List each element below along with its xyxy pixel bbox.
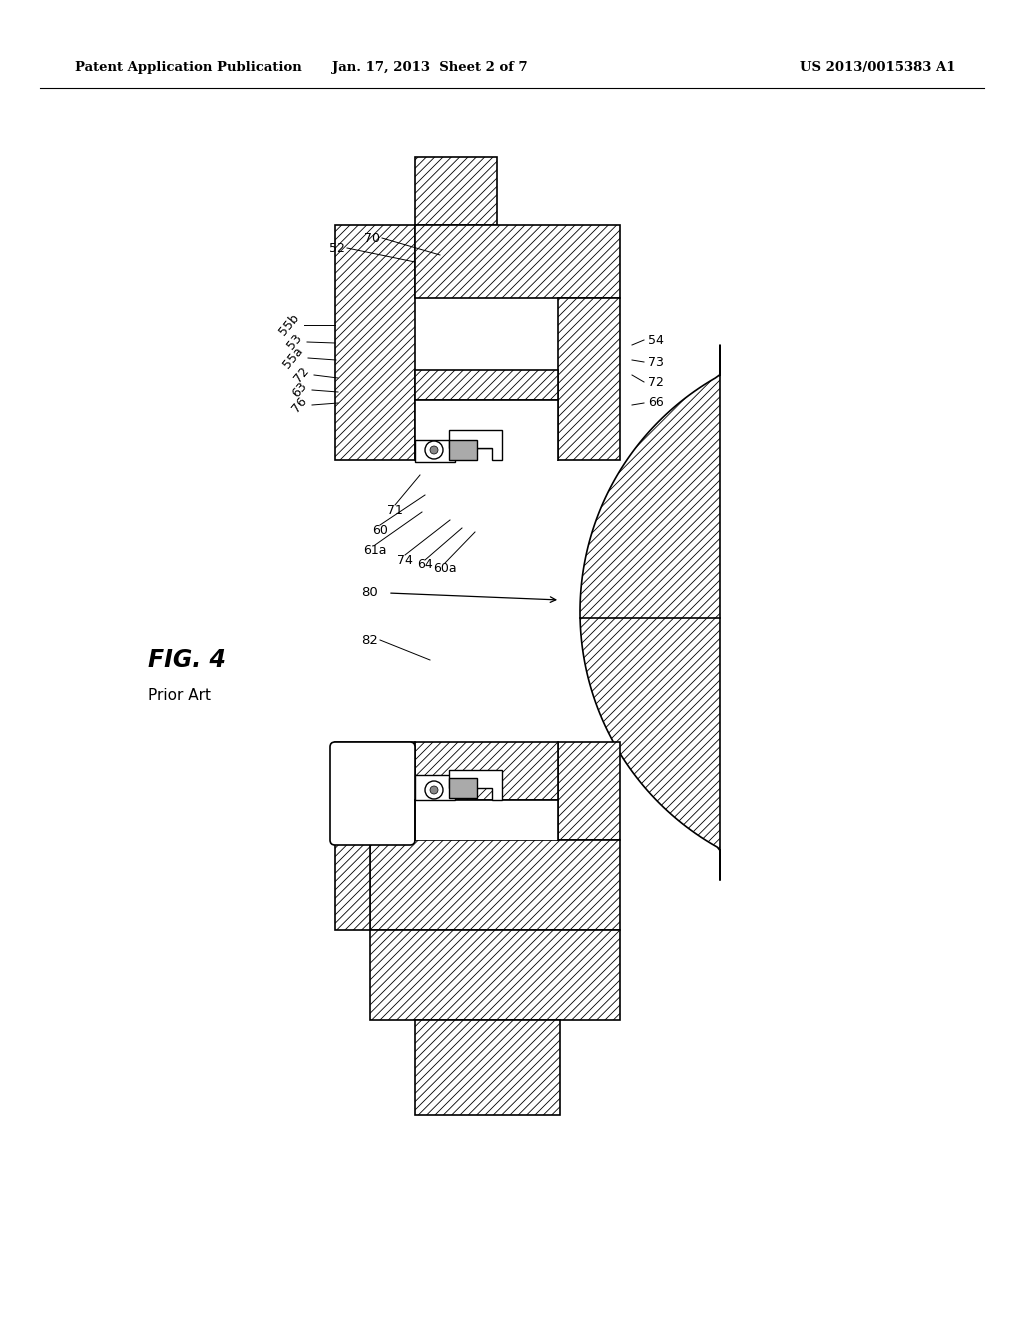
Polygon shape xyxy=(558,742,620,840)
Polygon shape xyxy=(370,840,620,931)
Polygon shape xyxy=(415,1020,560,1115)
Text: Jan. 17, 2013  Sheet 2 of 7: Jan. 17, 2013 Sheet 2 of 7 xyxy=(332,62,527,74)
Polygon shape xyxy=(558,298,620,459)
Text: 54: 54 xyxy=(648,334,664,346)
Polygon shape xyxy=(415,370,558,400)
Text: 72: 72 xyxy=(292,364,312,385)
Text: Patent Application Publication: Patent Application Publication xyxy=(75,62,302,74)
Circle shape xyxy=(430,446,438,454)
Text: 66: 66 xyxy=(648,396,664,409)
Text: 73: 73 xyxy=(648,355,664,368)
Circle shape xyxy=(430,785,438,795)
Text: 55a: 55a xyxy=(281,345,306,371)
Text: FIG. 4: FIG. 4 xyxy=(148,648,226,672)
Text: US 2013/0015383 A1: US 2013/0015383 A1 xyxy=(800,62,955,74)
Polygon shape xyxy=(449,430,502,459)
Text: 74: 74 xyxy=(397,553,413,566)
FancyBboxPatch shape xyxy=(330,742,415,845)
Circle shape xyxy=(425,781,443,799)
Text: 72: 72 xyxy=(648,375,664,388)
Polygon shape xyxy=(415,157,497,224)
Text: 53: 53 xyxy=(285,331,305,352)
Text: 76: 76 xyxy=(290,395,310,416)
Text: 52: 52 xyxy=(329,242,345,255)
Text: 80: 80 xyxy=(361,586,378,598)
Bar xyxy=(449,440,477,459)
Polygon shape xyxy=(370,931,620,1020)
Polygon shape xyxy=(335,224,415,459)
Text: 70: 70 xyxy=(364,231,380,244)
Polygon shape xyxy=(415,440,500,462)
Polygon shape xyxy=(580,345,720,880)
Polygon shape xyxy=(415,224,620,298)
Text: 71: 71 xyxy=(387,503,402,516)
Text: 82: 82 xyxy=(361,634,378,647)
Text: 64: 64 xyxy=(417,558,433,572)
Text: Prior Art: Prior Art xyxy=(148,688,211,702)
Polygon shape xyxy=(415,400,558,459)
Polygon shape xyxy=(415,800,558,840)
Text: 63: 63 xyxy=(290,380,310,400)
Polygon shape xyxy=(415,775,500,800)
Polygon shape xyxy=(449,770,502,800)
Text: 61a: 61a xyxy=(364,544,387,557)
Polygon shape xyxy=(335,840,370,931)
Polygon shape xyxy=(415,742,558,800)
Text: 60: 60 xyxy=(372,524,388,536)
Circle shape xyxy=(425,441,443,459)
Text: 55b: 55b xyxy=(276,312,302,338)
Bar xyxy=(449,777,477,799)
Text: 60a: 60a xyxy=(433,561,457,574)
Polygon shape xyxy=(335,742,415,840)
Polygon shape xyxy=(340,747,415,840)
